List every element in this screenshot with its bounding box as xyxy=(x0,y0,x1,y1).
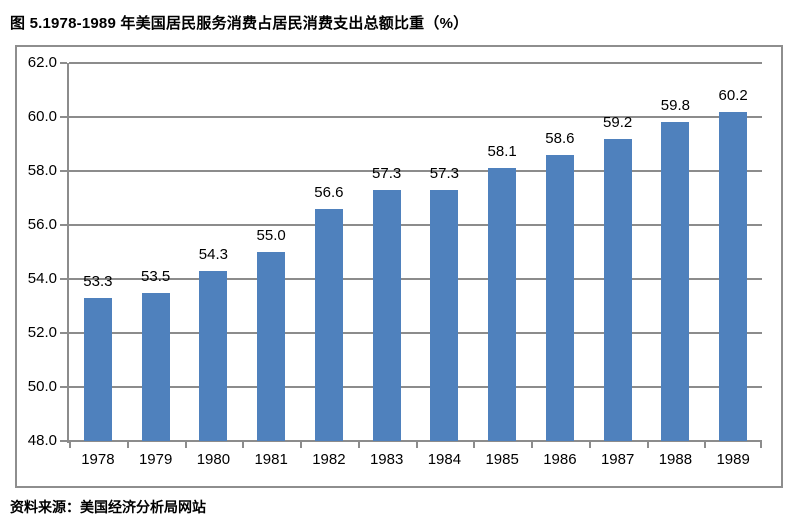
x-axis-tick xyxy=(358,441,360,448)
bar-value-label: 57.3 xyxy=(429,164,459,182)
y-axis-tick xyxy=(60,62,67,64)
x-axis-tick xyxy=(760,441,762,448)
bar-value-label: 54.3 xyxy=(198,245,228,263)
source-note: 资料来源：美国经济分析局网站 xyxy=(10,499,206,515)
bar xyxy=(603,138,632,441)
bar-value-label: 55.0 xyxy=(256,227,286,244)
y-gridline xyxy=(69,440,762,442)
bar xyxy=(719,111,748,441)
x-axis-tick xyxy=(704,441,706,448)
y-gridline xyxy=(69,62,762,64)
bar-value-label: 59.8 xyxy=(660,97,690,115)
x-axis-label: 1984 xyxy=(427,451,462,468)
bar-value-label: 57.3 xyxy=(372,164,402,182)
x-axis-tick xyxy=(69,441,71,448)
bar-value-label: 58.1 xyxy=(487,143,517,161)
x-axis-tick xyxy=(127,441,129,448)
x-axis-label: 1985 xyxy=(485,451,519,468)
bar xyxy=(488,168,517,441)
bar-value-label: 56.6 xyxy=(314,183,344,201)
bar-value-label: 53.5 xyxy=(141,267,171,285)
bar-value-label: 53.3 xyxy=(83,272,113,290)
x-axis-tick xyxy=(473,441,475,448)
y-gridline xyxy=(69,224,762,226)
x-axis-tick xyxy=(242,441,244,448)
plot-area: 48.0 50.0 52.0 54.0 56.0 58.0 60.0 62.0 53.3 1978… xyxy=(28,54,762,468)
bar xyxy=(257,252,286,441)
x-axis-label: 1986 xyxy=(543,451,577,468)
x-axis-label: 1983 xyxy=(369,451,404,468)
y-axis-tick xyxy=(60,116,67,118)
x-axis-tick xyxy=(531,441,533,448)
y-axis-tick xyxy=(60,224,67,226)
y-axis-tick xyxy=(60,332,67,334)
bar xyxy=(314,208,343,441)
y-axis-label: 56.0 xyxy=(27,216,57,233)
bar xyxy=(199,270,228,441)
chart-title: 图 5.1978-1989 年美国居民服务消费占居民消费支出总额比重（%） xyxy=(10,15,469,32)
y-axis-tick xyxy=(60,386,67,388)
x-axis-label: 1978 xyxy=(81,451,115,468)
bar xyxy=(372,189,401,441)
x-axis-label: 1989 xyxy=(716,451,750,468)
bar xyxy=(141,292,170,441)
y-axis-tick xyxy=(60,440,67,442)
y-axis-line xyxy=(67,63,69,443)
x-axis-tick xyxy=(416,441,418,448)
x-axis-label: 1988 xyxy=(658,451,693,468)
x-axis-label: 1987 xyxy=(600,451,635,468)
x-axis-tick xyxy=(647,441,649,448)
x-axis-label: 1979 xyxy=(138,451,173,468)
y-axis-label: 48.0 xyxy=(27,432,57,449)
x-axis-label: 1980 xyxy=(196,451,231,468)
y-gridline xyxy=(69,278,762,280)
y-axis-label: 52.0 xyxy=(27,324,57,341)
x-axis-tick xyxy=(589,441,591,448)
y-axis-tick xyxy=(60,278,67,280)
bar xyxy=(661,122,690,441)
y-axis-label: 58.0 xyxy=(27,162,57,179)
y-axis-label: 60.0 xyxy=(27,108,57,125)
bar-value-label: 60.2 xyxy=(718,86,748,104)
x-axis-tick xyxy=(300,441,302,448)
bar-value-label: 58.6 xyxy=(545,129,575,147)
x-axis-label: 1982 xyxy=(312,451,346,468)
x-axis-tick xyxy=(185,441,187,448)
bar-value-label: 59.2 xyxy=(603,113,633,131)
y-axis-label: 62.0 xyxy=(27,54,57,71)
bar xyxy=(430,189,459,441)
chart-frame: 48.0 50.0 52.0 54.0 56.0 58.0 60.0 62.0 53.3 1978… xyxy=(15,45,783,488)
y-axis-tick xyxy=(60,170,67,172)
y-gridline xyxy=(69,170,762,172)
bar xyxy=(83,297,112,441)
y-gridline xyxy=(69,386,762,388)
y-gridline xyxy=(69,332,762,334)
y-axis-label: 50.0 xyxy=(27,378,57,395)
y-gridline xyxy=(69,116,762,118)
y-axis-label: 54.0 xyxy=(27,270,57,287)
bar xyxy=(545,154,574,441)
x-axis-label: 1981 xyxy=(254,451,288,468)
